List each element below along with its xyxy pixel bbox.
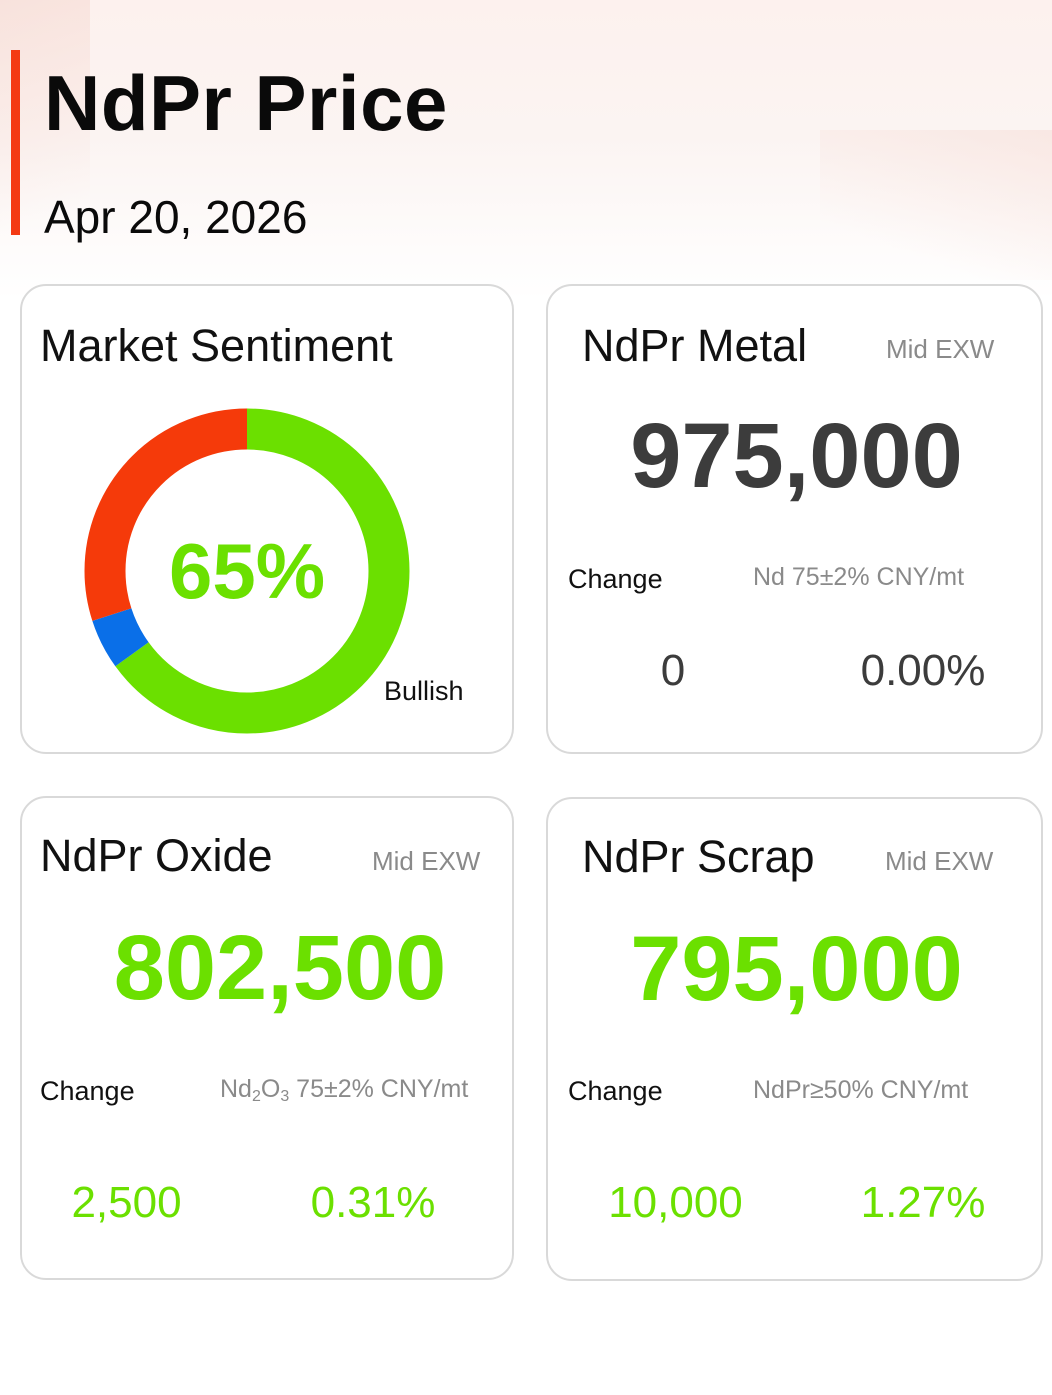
- decorative-shape: [820, 130, 1052, 280]
- change-percent: 0.00%: [860, 646, 986, 695]
- change-label: Change: [568, 1076, 663, 1106]
- price-basis-tag: Mid EXW: [885, 846, 994, 876]
- price-value: 795,000: [630, 918, 963, 1020]
- price-value: 975,000: [630, 405, 963, 507]
- spec-unit: NdPr≥50% CNY/mt: [753, 1076, 969, 1104]
- sentiment-percentage: 65%: [168, 527, 326, 615]
- price-value: 802,500: [113, 917, 447, 1019]
- market-sentiment-card: Market Sentiment 65% Bullish: [20, 284, 514, 754]
- page-date: Apr 20, 2026: [44, 191, 308, 243]
- change-value: 2,500: [71, 1178, 182, 1227]
- card-title: Market Sentiment: [40, 320, 393, 371]
- ndpr-metal-card: NdPr Metal Mid EXW 975,000 Change Nd 75±…: [546, 284, 1043, 754]
- change-label: Change: [568, 564, 663, 594]
- spec-unit: Nd 75±2% CNY/mt: [753, 563, 965, 591]
- sentiment-label: Bullish: [384, 676, 464, 706]
- card-title: NdPr Scrap: [582, 831, 815, 882]
- spec-unit: Nd2O3 75±2% CNY/mt: [220, 1075, 469, 1105]
- card-title: NdPr Oxide: [40, 830, 273, 881]
- ndpr-scrap-card: NdPr Scrap Mid EXW 795,000 Change NdPr≥5…: [546, 797, 1043, 1281]
- ndpr-oxide-card: NdPr Oxide Mid EXW 802,500 Change Nd2O3 …: [20, 796, 514, 1280]
- sentiment-donut-chart: [84, 408, 410, 734]
- price-basis-tag: Mid EXW: [886, 334, 995, 364]
- card-title: NdPr Metal: [582, 320, 808, 371]
- page-title: NdPr Price: [44, 59, 448, 147]
- change-value: 10,000: [608, 1178, 743, 1227]
- price-basis-tag: Mid EXW: [372, 846, 481, 876]
- donut-segment-bearish: [84, 408, 410, 734]
- change-value: 0: [660, 646, 686, 695]
- change-percent: 0.31%: [310, 1178, 436, 1227]
- change-percent: 1.27%: [860, 1178, 986, 1227]
- title-accent-bar: [11, 50, 20, 235]
- change-label: Change: [40, 1076, 135, 1106]
